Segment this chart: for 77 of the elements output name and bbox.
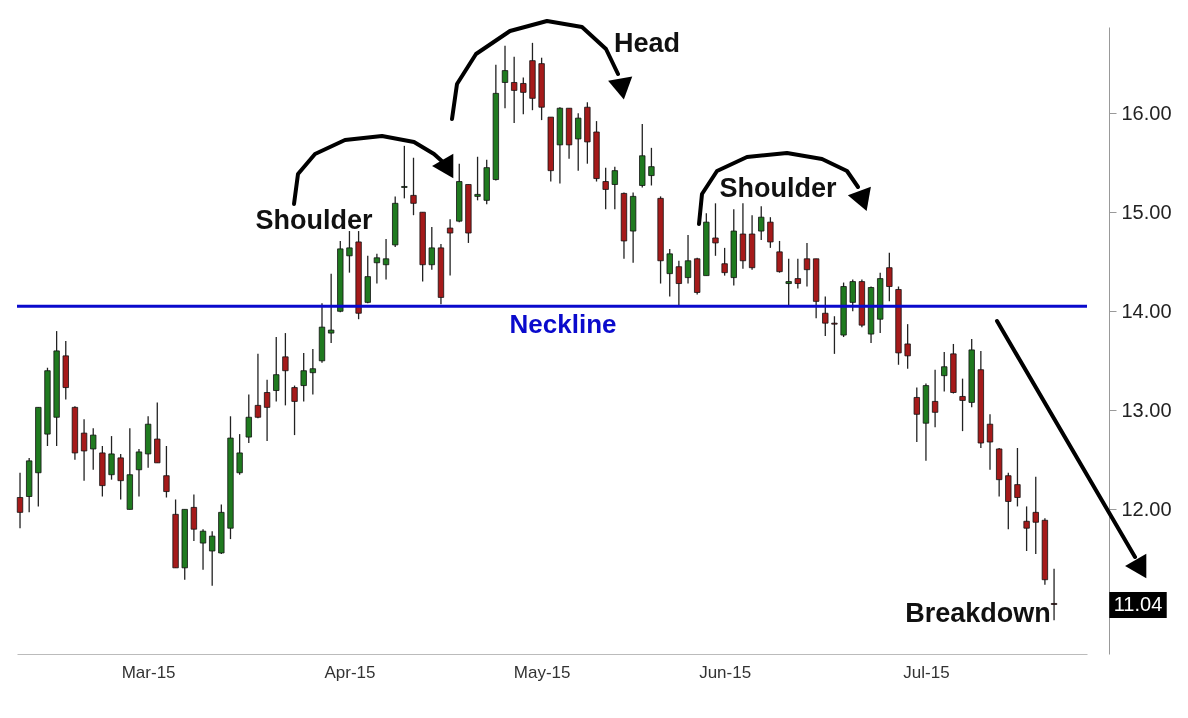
- candlestick: [712, 202, 719, 257]
- candlestick: [135, 448, 143, 498]
- candlestick: [767, 216, 774, 249]
- candlestick: [794, 258, 801, 290]
- candlestick: [245, 393, 252, 444]
- annotation: Breakdown: [905, 598, 1051, 628]
- candlestick: [721, 247, 728, 277]
- candlestick: [401, 145, 408, 200]
- candlestick: [785, 258, 792, 306]
- x-tick-label: Apr-15: [324, 662, 376, 682]
- candlestick: [410, 157, 417, 216]
- candlestick: [501, 45, 509, 109]
- x-tick-label: Mar-15: [121, 662, 176, 682]
- candlestick: [199, 528, 207, 571]
- candlestick: [776, 240, 783, 274]
- candlestick: [163, 445, 170, 499]
- candlestick: [291, 384, 298, 436]
- annotation: Shoulder: [255, 205, 373, 235]
- candlestick: [254, 353, 262, 419]
- candlestick: [1014, 447, 1021, 508]
- y-tick-label: 15.00: [1121, 200, 1172, 223]
- candlestick: [300, 352, 307, 403]
- candlestick: [913, 386, 920, 443]
- candlestick: [154, 401, 161, 464]
- annotation: Head: [613, 28, 681, 58]
- candlestick: [575, 112, 582, 172]
- y-tick-label: 16.00: [1121, 101, 1172, 124]
- x-tick-label: May-15: [513, 662, 571, 682]
- candlestick: [849, 278, 856, 312]
- candlestick: [328, 272, 335, 344]
- candlestick: [1050, 568, 1058, 621]
- y-tick-label: 14.00: [1121, 299, 1172, 322]
- text: 11.04: [1113, 593, 1163, 615]
- x-tick-label: Jul-15: [903, 662, 950, 682]
- candlestick: [273, 336, 280, 403]
- candlestick: [684, 234, 692, 285]
- candlestick: [1023, 505, 1030, 552]
- candlestick: [886, 252, 893, 303]
- candlestick: [611, 166, 618, 210]
- candlestick: [190, 493, 198, 542]
- ref-line-label: Neckline: [509, 309, 617, 340]
- candlestick: [108, 435, 115, 481]
- candlestick: [236, 433, 243, 476]
- candlestick: [382, 238, 390, 281]
- candlestick: [904, 323, 911, 370]
- candlestick: [602, 167, 609, 210]
- candlestick: [511, 56, 518, 124]
- candlestick: [803, 242, 811, 288]
- candlestick: [80, 418, 88, 482]
- y-tick-label: 13.00: [1121, 398, 1172, 421]
- candlestick: [959, 377, 966, 432]
- candlestick: [941, 351, 948, 393]
- annotation: Shoulder: [719, 173, 837, 203]
- candlestick: [666, 248, 673, 298]
- candlestick: [209, 530, 216, 587]
- candlestick: [446, 218, 454, 277]
- candlestick: [117, 453, 124, 501]
- candlestick: [428, 226, 435, 271]
- candlestick: [474, 156, 481, 201]
- candlestick: [758, 205, 765, 241]
- candlestick: [346, 230, 353, 274]
- candlestick: [931, 369, 939, 428]
- candlestick: [309, 348, 316, 396]
- candlestick: [90, 427, 97, 471]
- candlestick: [520, 76, 527, 115]
- candlestick: [282, 332, 289, 407]
- candlestick: [648, 147, 655, 187]
- candlestick: [1032, 476, 1039, 555]
- y-tick-label: 12.00: [1121, 497, 1172, 520]
- candlestick: [675, 260, 683, 306]
- candlestick: [822, 295, 829, 337]
- candlestick: [263, 378, 271, 442]
- candlestick: [16, 472, 24, 529]
- x-tick-label: Jun-15: [699, 662, 752, 682]
- candlestick: [373, 253, 381, 285]
- candlestick: [831, 315, 838, 355]
- candlestick: [986, 413, 994, 471]
